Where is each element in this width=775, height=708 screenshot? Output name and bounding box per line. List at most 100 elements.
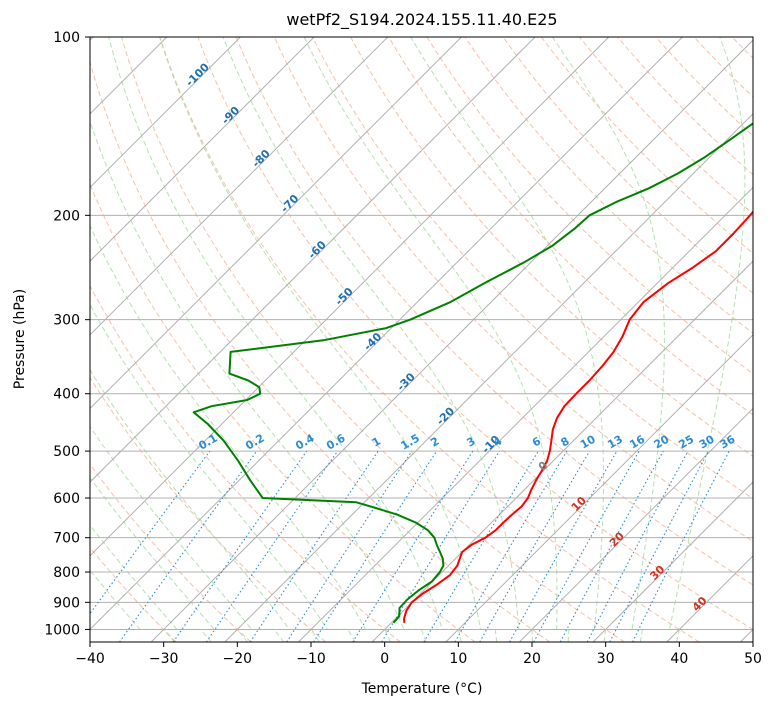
- x-tick-label: 50: [744, 651, 762, 667]
- moist-adiabat: [222, 37, 533, 642]
- y-axis-title: Pressure (hPa): [12, 289, 28, 389]
- x-axis-title: Temperature (°C): [361, 681, 483, 697]
- dry-adiabat: [90, 376, 327, 642]
- dry-adiabat: [655, 37, 753, 137]
- isotherm-label: 20: [607, 529, 627, 549]
- y-tick-label: 500: [53, 444, 80, 460]
- isotherm-label: -30: [394, 370, 417, 393]
- isotherm-line: [150, 39, 753, 642]
- x-tick-label: −20: [223, 651, 253, 667]
- x-tick-label: −30: [149, 651, 179, 667]
- isotherm-label: -20: [434, 404, 457, 427]
- dry-adiabat: [235, 37, 753, 586]
- isotherm-line: [90, 37, 536, 483]
- isotherm-line: [445, 334, 753, 642]
- isotherm-label: 30: [647, 563, 667, 583]
- x-tick-label: 20: [523, 651, 541, 667]
- dry-adiabat: [350, 37, 753, 458]
- isotherm-label: -70: [278, 192, 301, 215]
- isotherm-label: 10: [569, 494, 589, 514]
- mixing-ratio-line: [423, 450, 539, 642]
- isotherm-label: -50: [333, 285, 356, 308]
- x-axis: −40 −30 −20 −10 0 10 20 30 40 50: [75, 642, 762, 667]
- mixing-ratio-line: [533, 450, 640, 642]
- isotherm-line: [90, 37, 389, 336]
- mixing-ratio-label: 8: [559, 435, 572, 450]
- mixing-ratio-label: 1: [370, 435, 383, 450]
- mixing-ratio-label: 13: [605, 433, 625, 452]
- mixing-ratio-label: 36: [718, 432, 738, 451]
- dry-adiabat: [388, 37, 753, 416]
- mixing-ratio-line: [559, 450, 664, 642]
- mixing-ratio-line: [381, 450, 500, 642]
- mixing-ratio-line: [632, 450, 730, 642]
- mixing-ratio-line: [172, 450, 308, 642]
- x-tick-label: −40: [75, 651, 105, 667]
- x-tick-label: 0: [380, 651, 389, 667]
- mixing-ratio-label: 30: [697, 432, 717, 451]
- y-tick-label: 300: [53, 313, 80, 329]
- mixing-ratio-label: 0.1: [196, 432, 219, 453]
- isotherm-label: -80: [250, 147, 273, 170]
- dry-adiabat: [617, 37, 753, 176]
- isotherm-line: [519, 407, 753, 642]
- mixing-ratio-label: 1.5: [398, 432, 421, 453]
- dry-adiabat: [197, 37, 753, 630]
- mixing-ratio-label: 25: [676, 433, 696, 452]
- y-tick-label: 400: [53, 387, 80, 403]
- dry-adiabat: [90, 60, 551, 642]
- mixing-ratio-line: [586, 450, 689, 642]
- moist-adiabat: [90, 224, 391, 642]
- moist-adiabat: [303, 37, 570, 642]
- y-tick-label: 900: [53, 595, 80, 611]
- mixing-ratio-label: 3: [465, 435, 478, 450]
- mixing-ratio-line: [609, 450, 709, 642]
- y-tick-label: 600: [53, 491, 80, 507]
- isotherm-line: [90, 37, 610, 557]
- x-tick-label: 30: [597, 651, 615, 667]
- mixing-ratio-label: 16: [627, 432, 647, 451]
- plot-area: -100-90-80-70-60-50-40-30-20-10010203040…: [90, 37, 775, 642]
- mixing-ratio-line: [313, 450, 438, 642]
- mixing-ratio-line: [119, 450, 258, 642]
- moist-adiabat: [159, 37, 498, 642]
- isotherm-label: -100: [183, 60, 212, 89]
- isotherm-line: [90, 37, 683, 631]
- isobars: [90, 37, 753, 630]
- isotherm-line: [90, 37, 241, 189]
- isotherm-line: [298, 186, 753, 642]
- x-tick-label: 10: [449, 651, 467, 667]
- dry-adiabat: [90, 463, 252, 642]
- dry-adiabats: [90, 37, 775, 642]
- isotherm-label: -40: [361, 330, 384, 353]
- dewpoint-profile-line: [192, 122, 753, 624]
- y-axis: 100 200 300 400 500 600 700 800 900 1000: [44, 30, 90, 638]
- temperature-profile-line: [403, 210, 753, 623]
- dry-adiabat: [90, 284, 401, 642]
- sounding-profiles: [192, 122, 753, 624]
- isotherm-line: [666, 555, 753, 642]
- mixing-ratio-label: 0.4: [293, 431, 317, 452]
- mixing-ratio-line: [249, 450, 379, 642]
- dry-adiabat: [502, 37, 753, 294]
- dry-adiabat: [273, 37, 753, 543]
- moist-adiabat: [90, 524, 212, 642]
- moist-adiabat: [90, 476, 248, 642]
- dry-adiabat: [770, 37, 775, 642]
- moist-adiabats: [90, 37, 746, 642]
- isotherms: [90, 37, 753, 642]
- moist-adiabat: [90, 425, 285, 642]
- y-tick-label: 800: [53, 565, 80, 581]
- moist-adiabat: [90, 303, 356, 642]
- moist-adiabat: [410, 37, 607, 642]
- mixing-ratio-line: [454, 450, 568, 642]
- mixing-ratio-label: 10: [578, 432, 598, 451]
- mixing-ratio-line: [509, 450, 618, 642]
- isotherm-line: [371, 260, 753, 642]
- mixing-ratio-label: 2: [428, 435, 441, 450]
- dry-adiabat: [121, 37, 625, 642]
- dry-adiabat: [90, 546, 177, 642]
- isotherm-label: 40: [690, 594, 710, 614]
- isotherm-line: [224, 113, 753, 642]
